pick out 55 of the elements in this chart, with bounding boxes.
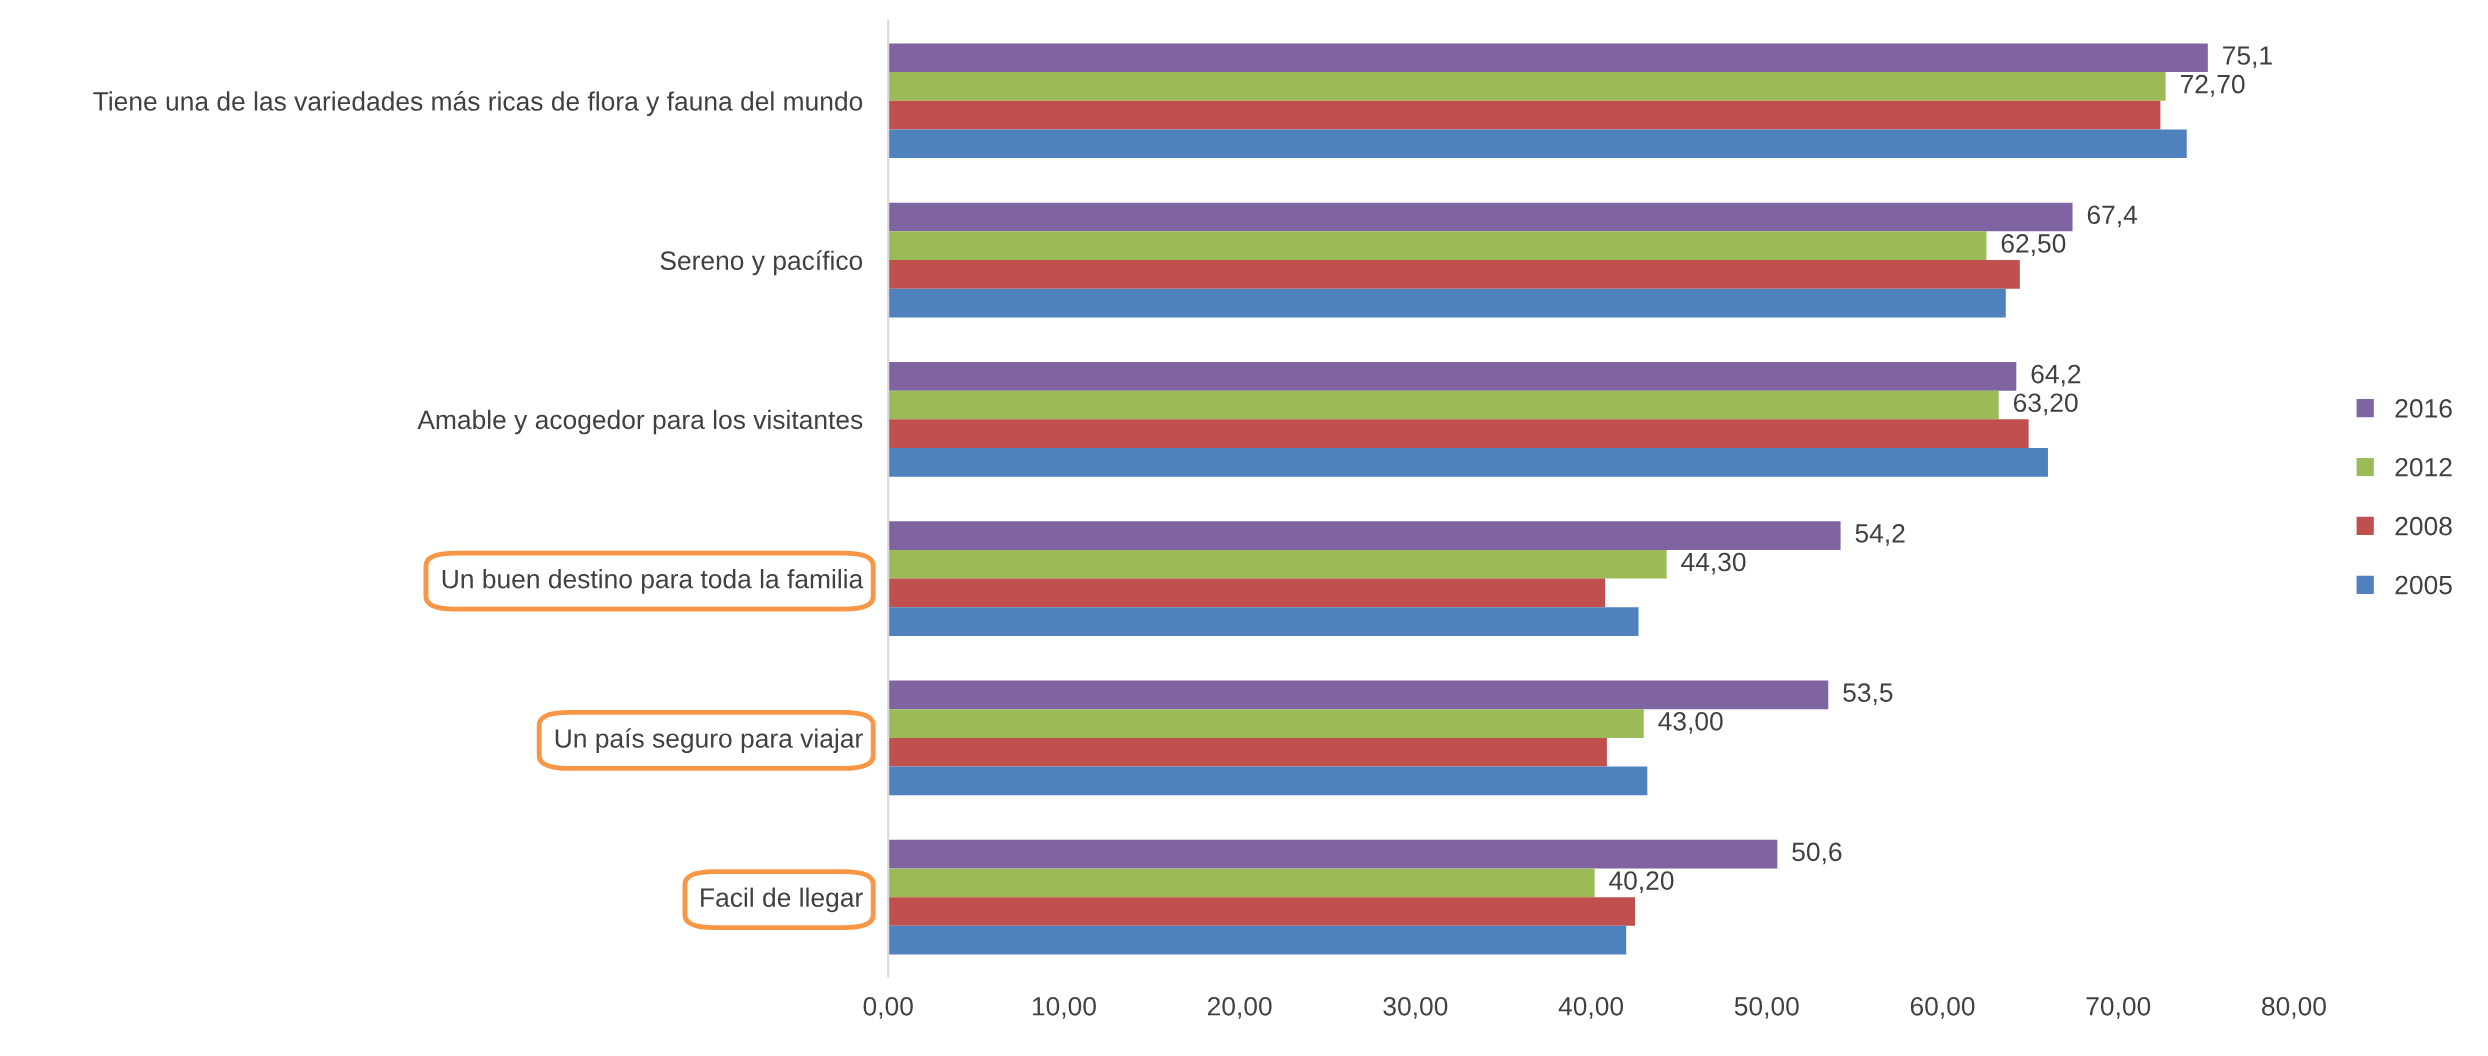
data-label: 54,2 [1855,523,1905,546]
x-tick-label: 0,00 [863,996,913,1019]
bar [888,737,1607,767]
bar [888,129,2187,159]
bar [888,390,1999,420]
legend-label: 2005 [2395,575,2452,595]
y-tick-label: Un país seguro para viajar [555,728,863,754]
x-tick-label: 30,00 [1383,996,1448,1019]
bar [888,361,2017,391]
y-tick-label: Amable y acogedor para los visitantes [417,409,863,435]
x-tick-label: 70,00 [2086,996,2151,1019]
data-label: 43,00 [1658,711,1723,734]
data-label: 64,2 [2031,364,2081,387]
data-label: 67,4 [2087,205,2138,228]
legend-label: 2008 [2395,516,2452,536]
bar [888,607,1639,636]
bar [888,521,1841,550]
data-label: 53,5 [1843,683,1893,706]
bar [888,100,2161,130]
bar [888,925,1627,955]
bar [888,766,1648,796]
legend-label: 2012 [2395,457,2452,477]
y-tick-label: Facil de llegar [701,887,863,913]
bar [888,43,2208,73]
data-label: 44,30 [1681,552,1746,575]
bar [888,549,1667,579]
x-tick-label: 80,00 [2262,996,2326,1019]
bar [888,447,2048,477]
bar [888,231,1987,261]
bar [888,260,2020,289]
bar [888,72,2166,101]
bar [888,839,1778,869]
data-label: 72,70 [2180,74,2245,97]
y-tick-label: Tiene una de las variedades más ricas de flora y fauna del mundo [93,91,863,116]
x-tick-label: 10,00 [1032,996,1096,1019]
x-tick-label: 40,00 [1558,996,1624,1019]
data-label: 63,20 [2013,393,2078,416]
bar [888,897,1635,926]
bar [888,868,1595,898]
y-tick-label: Sereno y pacífico [660,250,863,276]
x-tick-label: 60,00 [1910,996,1975,1019]
bar [888,709,1644,738]
legend-label: 2016 [2395,399,2452,418]
x-tick-label: 20,00 [1207,996,1272,1019]
data-label: 50,6 [1792,842,1842,865]
data-label: 75,1 [2223,46,2272,68]
y-tick-label: Un buen destino para toda la familia [442,569,864,594]
bar [888,288,2006,318]
bar [888,680,1829,710]
data-label: 62,50 [2001,234,2066,256]
bar [888,578,1606,608]
bar [888,202,2073,232]
data-label: 40,20 [1609,871,1674,894]
x-tick-label: 50,00 [1734,996,1799,1019]
bar [888,419,2029,448]
